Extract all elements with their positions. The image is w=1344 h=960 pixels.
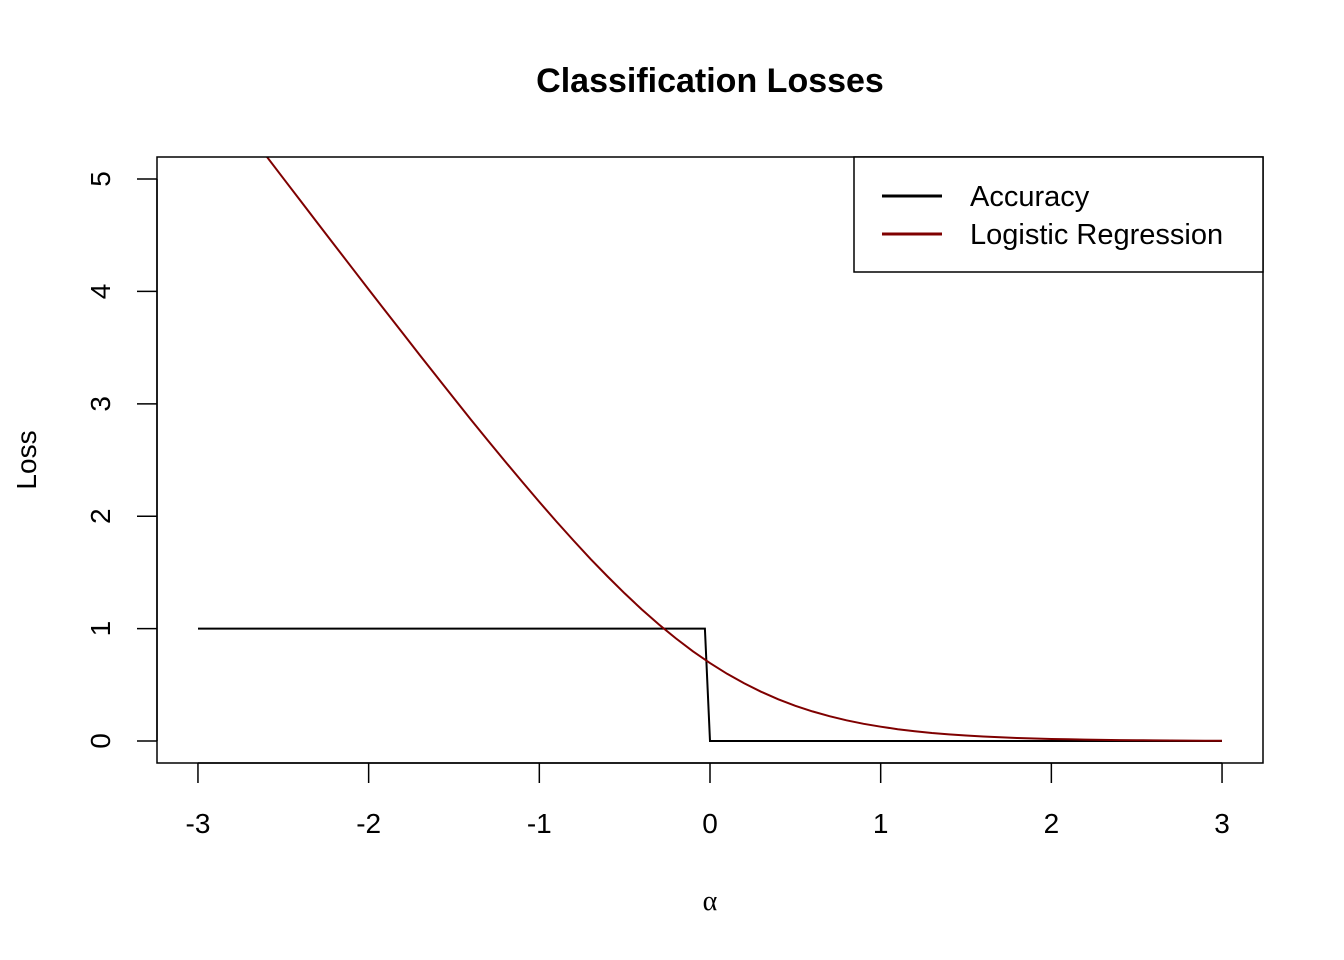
x-tick-label: -1 <box>527 808 552 839</box>
x-axis-label: α <box>703 886 718 917</box>
x-tick-label: 0 <box>702 808 718 839</box>
y-tick-label: 4 <box>85 284 116 300</box>
x-tick-label: 1 <box>873 808 889 839</box>
chart-title: Classification Losses <box>536 62 884 100</box>
y-tick-label: 1 <box>85 621 116 637</box>
x-tick-label: 3 <box>1214 808 1230 839</box>
y-tick-label: 3 <box>85 396 116 412</box>
x-tick-label: -2 <box>356 808 381 839</box>
y-tick-label: 2 <box>85 508 116 524</box>
y-tick-label: 5 <box>85 171 116 187</box>
series-line-logistic-regression <box>265 157 1222 742</box>
legend-box <box>853 156 1264 273</box>
series-line-accuracy <box>198 627 1222 742</box>
x-tick-label: 2 <box>1044 808 1060 839</box>
legend-label: Accuracy <box>970 181 1090 213</box>
x-tick-label: -3 <box>186 808 211 839</box>
legend: Accuracy Logistic Regression <box>853 156 1264 273</box>
legend-label: Logistic Regression <box>970 219 1223 251</box>
y-axis-label: Loss <box>11 430 42 489</box>
plot-frame <box>156 156 1264 764</box>
y-tick-label: 0 <box>85 733 116 749</box>
